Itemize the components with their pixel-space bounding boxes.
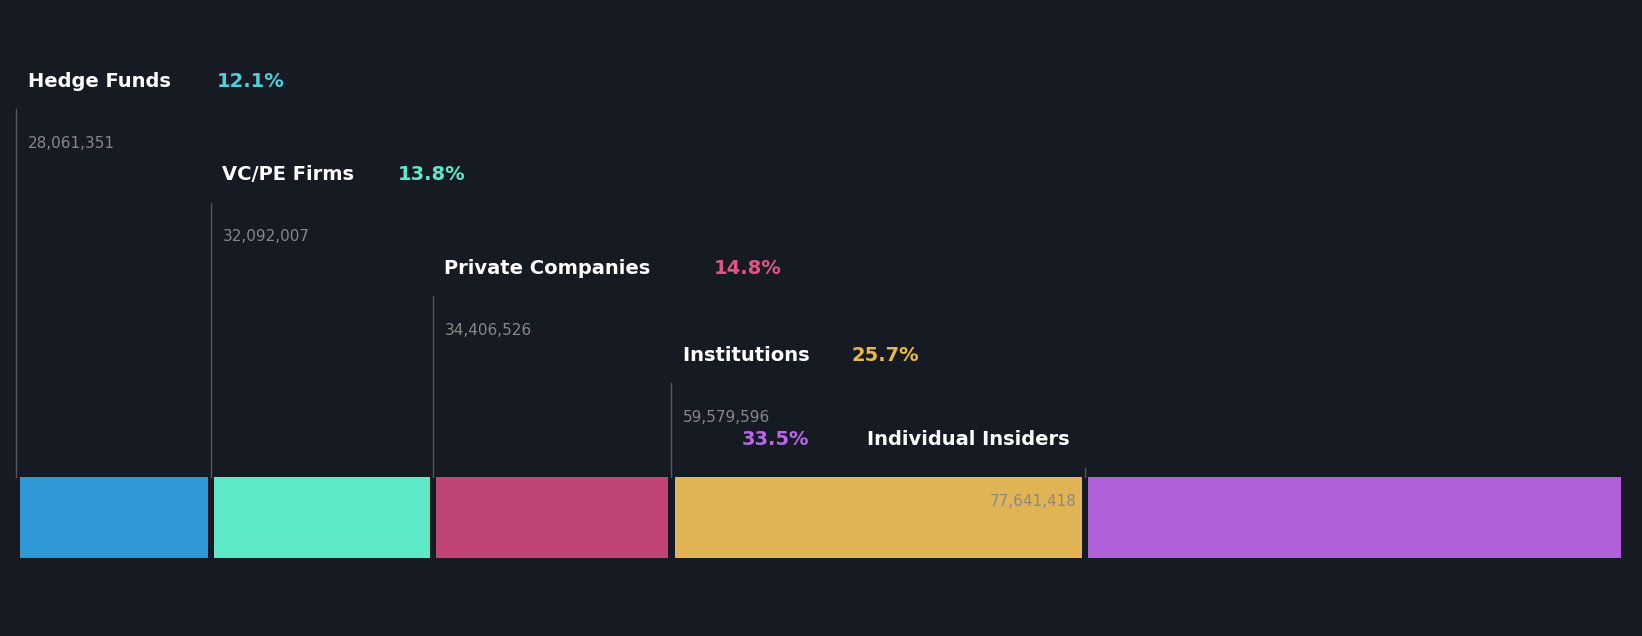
Bar (437, 477, 668, 558)
Text: 25.7%: 25.7% (851, 346, 920, 365)
Text: 28,061,351: 28,061,351 (28, 136, 115, 151)
Text: Hedge Funds: Hedge Funds (28, 72, 177, 91)
Bar (215, 477, 430, 558)
Bar (675, 477, 1082, 558)
Text: Individual Insiders: Individual Insiders (867, 430, 1077, 449)
Text: Private Companies: Private Companies (445, 259, 657, 278)
Text: 32,092,007: 32,092,007 (222, 230, 309, 244)
Bar (1089, 477, 1621, 558)
Text: 13.8%: 13.8% (397, 165, 465, 184)
Bar (20, 477, 209, 558)
Text: 59,579,596: 59,579,596 (683, 410, 770, 425)
Text: Institutions: Institutions (683, 346, 816, 365)
Text: 34,406,526: 34,406,526 (445, 323, 532, 338)
Text: VC/PE Firms: VC/PE Firms (222, 165, 361, 184)
Text: 33.5%: 33.5% (742, 430, 810, 449)
Text: 12.1%: 12.1% (217, 72, 284, 91)
Text: 77,641,418: 77,641,418 (990, 494, 1077, 509)
Text: 14.8%: 14.8% (714, 259, 782, 278)
